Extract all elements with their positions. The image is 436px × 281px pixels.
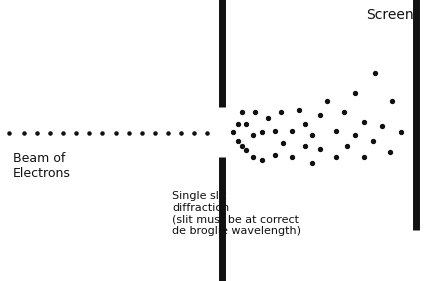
Point: [280, 141, 287, 146]
Point: [252, 110, 259, 115]
Point: [125, 131, 132, 136]
Point: [324, 99, 330, 103]
Point: [289, 128, 296, 133]
Text: Screen: Screen: [366, 8, 414, 22]
Point: [271, 128, 278, 133]
Point: [249, 133, 256, 137]
Point: [302, 144, 309, 148]
Point: [258, 158, 265, 162]
Point: [34, 131, 41, 136]
Point: [295, 107, 302, 112]
Point: [138, 131, 145, 136]
Point: [289, 155, 296, 160]
Point: [73, 131, 80, 136]
Point: [343, 144, 350, 148]
Point: [398, 130, 405, 134]
Point: [278, 110, 285, 115]
Point: [243, 148, 250, 153]
Point: [389, 99, 396, 103]
Point: [352, 133, 359, 137]
Point: [317, 113, 324, 117]
Point: [234, 138, 241, 143]
Point: [5, 131, 12, 136]
Point: [204, 131, 211, 136]
Point: [238, 110, 245, 115]
Point: [191, 131, 198, 136]
Point: [271, 152, 278, 157]
Point: [177, 131, 184, 136]
Point: [20, 131, 27, 136]
Point: [258, 130, 265, 134]
Point: [369, 138, 376, 143]
Point: [230, 130, 237, 134]
Point: [238, 144, 245, 148]
Point: [308, 133, 315, 137]
Point: [308, 161, 315, 165]
Point: [352, 90, 359, 95]
Point: [99, 131, 106, 136]
Point: [361, 120, 368, 124]
Point: [86, 131, 93, 136]
Point: [378, 124, 385, 129]
Point: [151, 131, 158, 136]
Point: [243, 121, 250, 126]
Point: [341, 110, 348, 115]
Text: Beam of
Electrons: Beam of Electrons: [13, 152, 71, 180]
Point: [265, 116, 272, 120]
Point: [164, 131, 171, 136]
Point: [317, 147, 324, 151]
Point: [234, 121, 241, 126]
Point: [302, 121, 309, 126]
Point: [60, 131, 67, 136]
Point: [371, 71, 378, 75]
Point: [387, 149, 394, 154]
Point: [332, 155, 339, 160]
Point: [361, 155, 368, 160]
Point: [112, 131, 119, 136]
Text: Single slit
diffraction
(slit must be at correct
de broglie wavelength): Single slit diffraction (slit must be at…: [172, 191, 301, 236]
Point: [332, 128, 339, 133]
Point: [249, 155, 256, 160]
Point: [47, 131, 54, 136]
